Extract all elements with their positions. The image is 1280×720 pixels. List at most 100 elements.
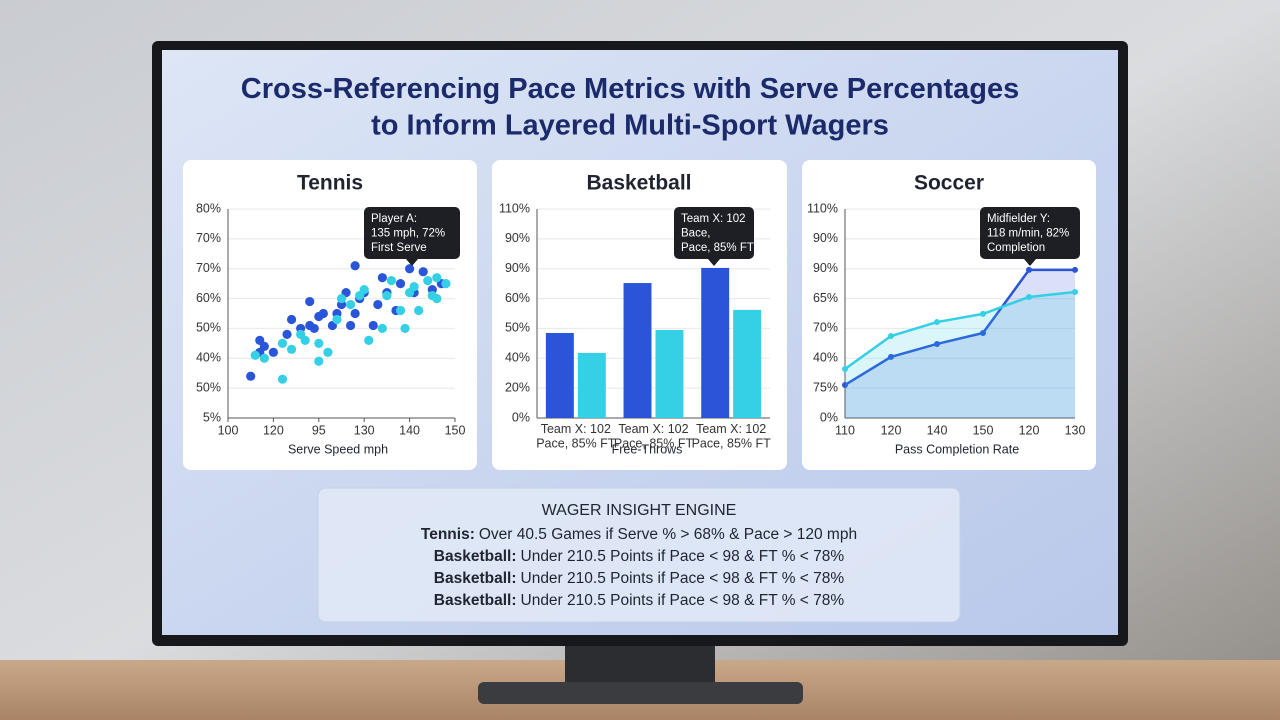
- bar: [545, 333, 574, 418]
- point: [980, 330, 986, 337]
- insight-rule: Under 210.5 Points if Pace < 98 & FT % <…: [521, 570, 845, 587]
- scatter-point: [259, 341, 269, 351]
- y-tick-label: 40%: [813, 351, 838, 365]
- monitor-stand: [478, 682, 803, 704]
- chart-title: Tennis: [297, 172, 363, 195]
- scatter-point: [323, 347, 333, 357]
- y-tick-label: 80%: [196, 201, 221, 215]
- insight-row: Basketball: Under 210.5 Points if Pace < …: [434, 570, 845, 587]
- scatter-point: [300, 335, 310, 345]
- bar: [623, 283, 652, 418]
- y-tick-label: 90%: [813, 231, 838, 245]
- bar: [577, 352, 606, 418]
- scatter-point: [386, 276, 397, 286]
- tooltip-pointer: [1024, 259, 1036, 266]
- x-tick-label: 150: [445, 423, 466, 437]
- scatter-point: [432, 273, 442, 283]
- point: [888, 332, 894, 339]
- scatter-point: [332, 314, 342, 325]
- scatter-point: [377, 273, 387, 283]
- x-tick-label: 140: [399, 423, 420, 437]
- scatter-point: [441, 279, 451, 289]
- y-tick-label: 90%: [505, 231, 530, 245]
- point: [1026, 266, 1032, 273]
- point: [934, 340, 940, 347]
- tooltip: [674, 207, 754, 259]
- insight-rule: Over 40.5 Games if Serve % > 68% & Pace …: [479, 526, 857, 543]
- insight-rule: Under 210.5 Points if Pace < 98 & FT % <…: [521, 548, 845, 565]
- x-axis-title: Free-Throws: [612, 442, 683, 456]
- x-tick-label: 150: [973, 423, 994, 437]
- scatter-point: [414, 305, 424, 316]
- insight-sport: Basketball:: [434, 548, 517, 565]
- y-tick-label: 0%: [512, 410, 530, 424]
- tooltip: [980, 207, 1080, 259]
- scatter-point: [373, 299, 383, 310]
- point: [842, 366, 848, 373]
- scatter-point: [268, 347, 278, 357]
- y-tick-label: 110%: [807, 201, 838, 215]
- x-tick-label: 120: [263, 423, 284, 437]
- scatter-point: [400, 323, 410, 334]
- point: [1072, 266, 1078, 273]
- tooltip-text: Midfielder Y: 118 m/min, 82% Completion: [987, 213, 1069, 254]
- x-tick-label: 110: [835, 423, 855, 437]
- scatter-point: [277, 374, 288, 384]
- tooltip: [364, 207, 460, 259]
- x-tick-label: 100: [218, 423, 239, 437]
- scatter-point: [314, 356, 324, 366]
- point: [1026, 293, 1032, 300]
- tooltip-text: Player A: 135 mph, 72% First Serve: [371, 213, 445, 254]
- scatter-point: [250, 350, 260, 360]
- scatter-point: [345, 299, 356, 310]
- y-tick-label: 70%: [196, 261, 221, 275]
- scatter-point: [377, 323, 387, 334]
- point: [842, 381, 848, 388]
- area: [845, 269, 1075, 418]
- insight-row: Basketball: Under 210.5 Points if Pace < …: [434, 548, 845, 565]
- x-tick-label: 120: [1019, 423, 1040, 437]
- page-title: Cross-Referencing Pace Metrics with Serv…: [241, 73, 1020, 141]
- insight-row: Basketball: Under 210.5 Points if Pace < …: [434, 592, 845, 609]
- point: [934, 319, 940, 326]
- y-tick-label: 60%: [196, 291, 221, 305]
- insight-sport: Basketball:: [434, 570, 517, 587]
- x-tick-label: 120: [881, 423, 902, 437]
- scatter-point: [395, 279, 406, 289]
- point: [980, 310, 986, 317]
- scatter-point: [418, 267, 428, 277]
- y-tick-label: 0%: [820, 410, 838, 424]
- x-axis-title: Serve Speed mph: [288, 442, 388, 456]
- x-tick-label: 140: [927, 423, 948, 437]
- scatter-point: [286, 344, 297, 354]
- y-tick-label: 110%: [499, 201, 530, 215]
- y-tick-label: 50%: [505, 321, 530, 335]
- scatter-point: [350, 308, 360, 319]
- line: [844, 290, 1076, 371]
- insight-rule: Under 210.5 Points if Pace < 98 & FT % <…: [521, 592, 845, 609]
- scatter-point: [246, 371, 256, 381]
- x-axis-title: Pass Completion Rate: [895, 442, 1019, 456]
- tooltip-pointer: [708, 259, 720, 266]
- scatter-point: [432, 293, 442, 304]
- x-tick-label: Team X: 102 Pace, 85% FT: [692, 422, 772, 450]
- y-tick-label: 70%: [813, 321, 838, 335]
- insight-title: WAGER INSIGHT ENGINE: [542, 502, 737, 519]
- scatter-point: [382, 290, 392, 301]
- y-tick-label: 70%: [196, 231, 221, 245]
- scatter-point: [350, 261, 360, 271]
- scatter-point: [277, 338, 288, 348]
- scatter-point: [359, 285, 369, 295]
- tooltip-text: Team X: 102 Bace, Pace, 85% FT: [681, 213, 754, 254]
- point: [888, 353, 894, 360]
- area: [845, 292, 1075, 418]
- bar: [655, 330, 684, 418]
- scatter-point: [286, 314, 297, 325]
- scatter-point: [336, 293, 347, 304]
- y-tick-label: 60%: [505, 291, 530, 305]
- scatter-point: [364, 335, 374, 345]
- x-tick-label: 95: [312, 423, 326, 437]
- scatter-point: [405, 264, 415, 274]
- scatter-point: [259, 353, 269, 363]
